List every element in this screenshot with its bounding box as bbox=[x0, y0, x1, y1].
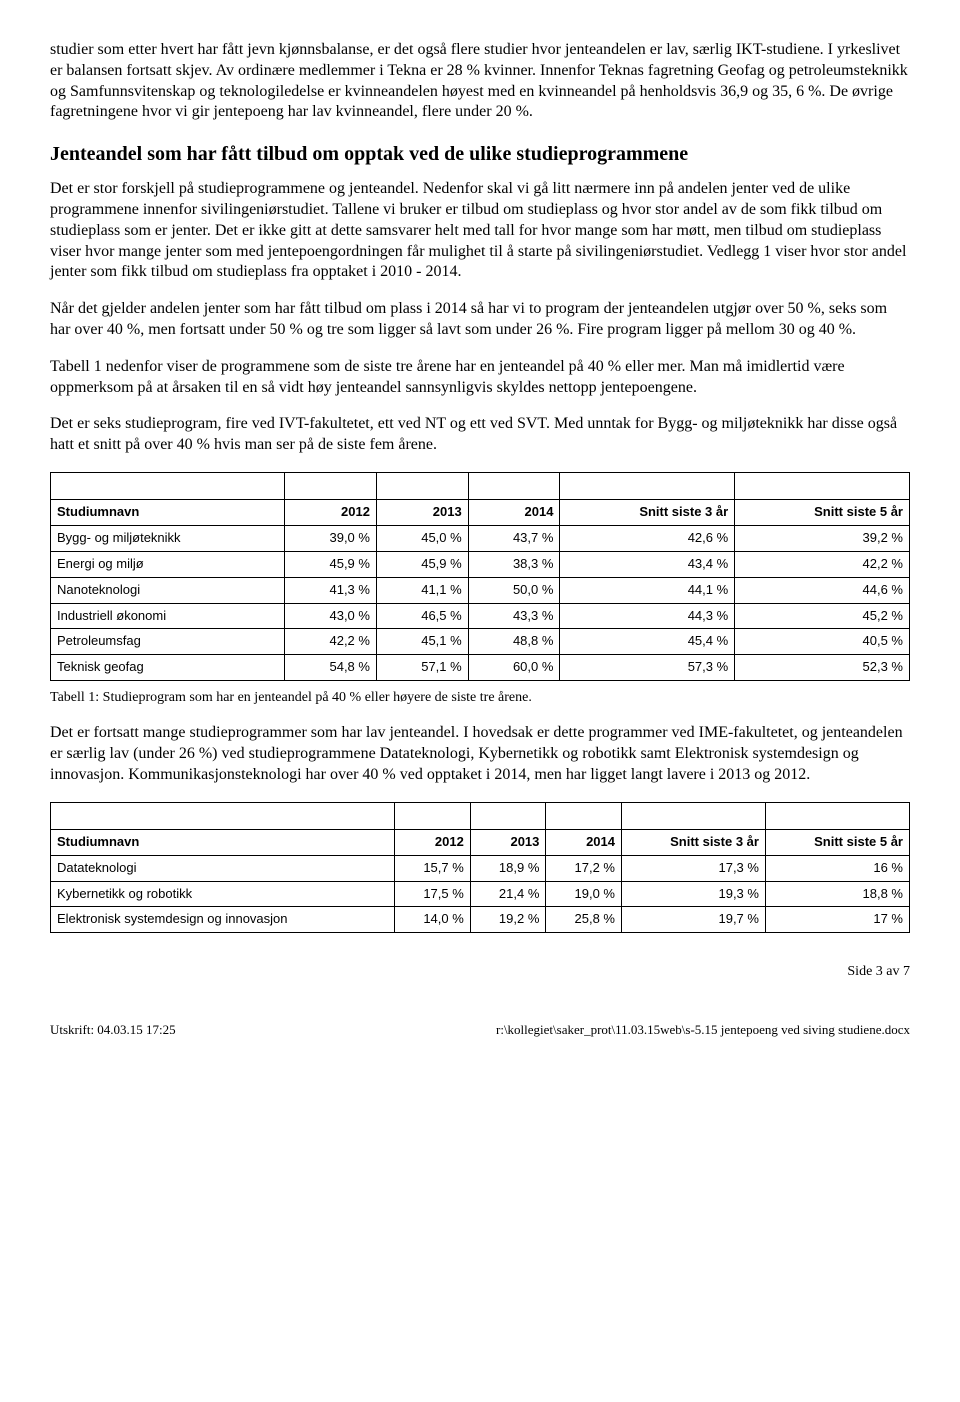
table-cell: 17 % bbox=[765, 907, 909, 933]
table-cell: Kybernetikk og robotikk bbox=[51, 881, 395, 907]
table-cell: 44,1 % bbox=[560, 577, 735, 603]
table-cell: 19,3 % bbox=[621, 881, 765, 907]
table-cell: Elektronisk systemdesign og innovasjon bbox=[51, 907, 395, 933]
table-row: Kybernetikk og robotikk17,5 %21,4 %19,0 … bbox=[51, 881, 910, 907]
table-cell: 17,3 % bbox=[621, 855, 765, 881]
col-header: Snitt siste 5 år bbox=[765, 829, 909, 855]
table-cell: 45,9 % bbox=[376, 551, 468, 577]
table-cell: 43,0 % bbox=[285, 603, 377, 629]
table-row: Elektronisk systemdesign og innovasjon14… bbox=[51, 907, 910, 933]
table-row: Energi og miljø45,9 %45,9 %38,3 %43,4 %4… bbox=[51, 551, 910, 577]
table-1-caption: Tabell 1: Studieprogram som har en jente… bbox=[50, 689, 910, 707]
table-row: Bygg- og miljøteknikk39,0 %45,0 %43,7 %4… bbox=[51, 525, 910, 551]
table-cell: 18,8 % bbox=[765, 881, 909, 907]
paragraph-5: Det er seks studieprogram, fire ved IVT-… bbox=[50, 414, 910, 456]
table-cell: 42,2 % bbox=[735, 551, 910, 577]
table-cell: 25,8 % bbox=[546, 907, 622, 933]
col-header: Studiumnavn bbox=[51, 829, 395, 855]
paragraph-3: Når det gjelder andelen jenter som har f… bbox=[50, 299, 910, 341]
table-cell: 42,2 % bbox=[285, 629, 377, 655]
col-header: 2013 bbox=[376, 499, 468, 525]
table-cell: 45,4 % bbox=[560, 629, 735, 655]
table-cell: 44,6 % bbox=[735, 577, 910, 603]
col-header: 2012 bbox=[285, 499, 377, 525]
table-cell: Nanoteknologi bbox=[51, 577, 285, 603]
table-cell: 43,7 % bbox=[468, 525, 560, 551]
col-header: Snitt siste 3 år bbox=[621, 829, 765, 855]
table-cell: 16 % bbox=[765, 855, 909, 881]
table-cell: 48,8 % bbox=[468, 629, 560, 655]
table-cell: 41,1 % bbox=[376, 577, 468, 603]
table-cell: 43,4 % bbox=[560, 551, 735, 577]
table-cell: 46,5 % bbox=[376, 603, 468, 629]
col-header: 2012 bbox=[395, 829, 471, 855]
table-row: Petroleumsfag42,2 %45,1 %48,8 %45,4 %40,… bbox=[51, 629, 910, 655]
paragraph-2: Det er stor forskjell på studieprogramme… bbox=[50, 179, 910, 283]
table-row: Studiumnavn 2012 2013 2014 Snitt siste 3… bbox=[51, 829, 910, 855]
table-cell: 19,2 % bbox=[470, 907, 546, 933]
table-cell: 57,1 % bbox=[376, 655, 468, 681]
footer-right: r:\kollegiet\saker_prot\11.03.15web\s-5.… bbox=[496, 1022, 910, 1039]
table-row: Teknisk geofag54,8 %57,1 %60,0 %57,3 %52… bbox=[51, 655, 910, 681]
table-cell: 39,2 % bbox=[735, 525, 910, 551]
table-cell: 15,7 % bbox=[395, 855, 471, 881]
table-cell: 42,6 % bbox=[560, 525, 735, 551]
table-2: Studiumnavn 2012 2013 2014 Snitt siste 3… bbox=[50, 802, 910, 934]
table-row: Studiumnavn 2012 2013 2014 Snitt siste 3… bbox=[51, 499, 910, 525]
table-row: Nanoteknologi41,3 %41,1 %50,0 %44,1 %44,… bbox=[51, 577, 910, 603]
table-cell: Teknisk geofag bbox=[51, 655, 285, 681]
col-header: Snitt siste 5 år bbox=[735, 499, 910, 525]
table-cell: Energi og miljø bbox=[51, 551, 285, 577]
table-cell: Petroleumsfag bbox=[51, 629, 285, 655]
paragraph-6: Det er fortsatt mange studieprogrammer s… bbox=[50, 723, 910, 785]
col-header: 2014 bbox=[468, 499, 560, 525]
table-cell: 21,4 % bbox=[470, 881, 546, 907]
table-row: Datateknologi15,7 %18,9 %17,2 %17,3 %16 … bbox=[51, 855, 910, 881]
col-header: 2014 bbox=[546, 829, 622, 855]
col-header: Snitt siste 3 år bbox=[560, 499, 735, 525]
table-cell: 43,3 % bbox=[468, 603, 560, 629]
table-cell: 14,0 % bbox=[395, 907, 471, 933]
table-cell: Datateknologi bbox=[51, 855, 395, 881]
table-cell: 41,3 % bbox=[285, 577, 377, 603]
page-number: Side 3 av 7 bbox=[50, 963, 910, 981]
table-cell: 60,0 % bbox=[468, 655, 560, 681]
table-cell: 54,8 % bbox=[285, 655, 377, 681]
table-cell: 40,5 % bbox=[735, 629, 910, 655]
footer-left: Utskrift: 04.03.15 17:25 bbox=[50, 1022, 176, 1039]
table-cell: 45,0 % bbox=[376, 525, 468, 551]
table-cell: Bygg- og miljøteknikk bbox=[51, 525, 285, 551]
table-cell: 45,1 % bbox=[376, 629, 468, 655]
table-cell: 18,9 % bbox=[470, 855, 546, 881]
table-cell: 45,9 % bbox=[285, 551, 377, 577]
table-cell: 52,3 % bbox=[735, 655, 910, 681]
table-cell: 57,3 % bbox=[560, 655, 735, 681]
section-heading: Jenteandel som har fått tilbud om opptak… bbox=[50, 141, 910, 167]
table-cell: 44,3 % bbox=[560, 603, 735, 629]
table-cell: 50,0 % bbox=[468, 577, 560, 603]
table-cell: 38,3 % bbox=[468, 551, 560, 577]
paragraph-4: Tabell 1 nedenfor viser de programmene s… bbox=[50, 357, 910, 399]
table-cell: Industriell økonomi bbox=[51, 603, 285, 629]
table-cell: 17,2 % bbox=[546, 855, 622, 881]
table-row: Industriell økonomi43,0 %46,5 %43,3 %44,… bbox=[51, 603, 910, 629]
table-cell: 45,2 % bbox=[735, 603, 910, 629]
footer: Utskrift: 04.03.15 17:25 r:\kollegiet\sa… bbox=[50, 1022, 910, 1039]
paragraph-intro: studier som etter hvert har fått jevn kj… bbox=[50, 40, 910, 123]
table-cell: 19,0 % bbox=[546, 881, 622, 907]
table-cell: 19,7 % bbox=[621, 907, 765, 933]
table-cell: 17,5 % bbox=[395, 881, 471, 907]
col-header: Studiumnavn bbox=[51, 499, 285, 525]
table-cell: 39,0 % bbox=[285, 525, 377, 551]
col-header: 2013 bbox=[470, 829, 546, 855]
table-1: Studiumnavn 2012 2013 2014 Snitt siste 3… bbox=[50, 472, 910, 681]
